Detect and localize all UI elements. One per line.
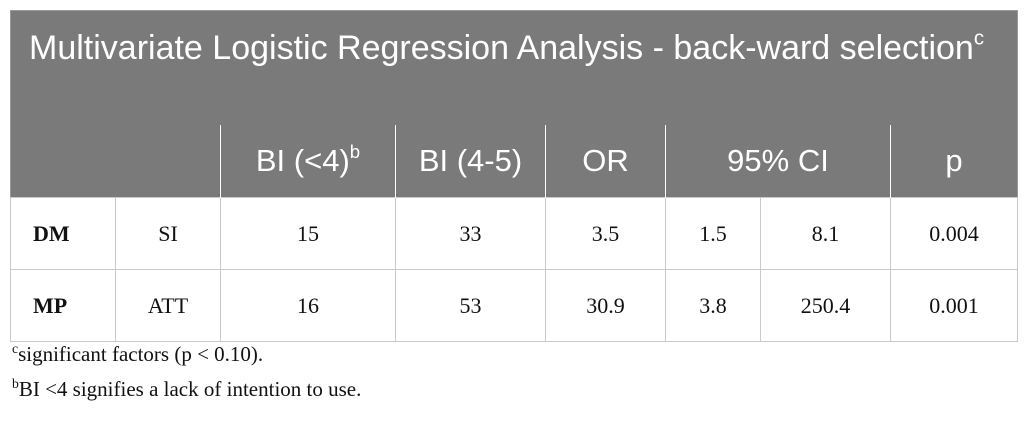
cell: 3.5 [545, 197, 666, 270]
table-title: Multivariate Logistic Regression Analysi… [10, 10, 1018, 125]
title-text: Multivariate Logistic Regression Analysi… [29, 29, 974, 67]
cell: 0.001 [889, 269, 1019, 342]
title-note: c [973, 27, 985, 50]
footnote-text: significant factors (p < 0.10). [18, 342, 264, 366]
header-note: b [349, 140, 361, 162]
results-table: Multivariate Logistic Regression Analysi… [10, 10, 1019, 342]
title-row: Multivariate Logistic Regression Analysi… [10, 10, 1018, 125]
header-empty [10, 125, 221, 198]
footnote-mark: c [12, 340, 19, 356]
cell: ATT [115, 269, 221, 342]
header-cell: OR [545, 125, 666, 198]
footnote-text: BI <4 signifies a lack of intention to u… [18, 377, 362, 401]
row-label: MP [10, 269, 116, 342]
cell: 1.5 [665, 197, 761, 270]
footnote: csignificant factors (p < 0.10). [12, 340, 264, 367]
table-body: DM SI 15 33 3.5 1.5 8.1 0.004 MP ATT 16 53 30.9 3.8 25… [10, 197, 1019, 342]
cell: 33 [395, 197, 546, 270]
cell: 3.8 [665, 269, 761, 342]
cell: SI [115, 197, 221, 270]
header-cell: 95% CI [665, 125, 891, 198]
header-cell: BI (<4)b [220, 125, 396, 198]
header-row: BI (<4)b BI (4-5) OR 95% CI p [10, 125, 1018, 198]
row-label: DM [10, 197, 116, 270]
cell: 30.9 [545, 269, 666, 342]
cell: 53 [395, 269, 546, 342]
header-cell: BI (4-5) [395, 125, 546, 198]
cell: 250.4 [760, 269, 891, 342]
header-text: BI (<4) [255, 143, 350, 178]
data-row: DM SI 15 33 3.5 1.5 8.1 0.004 [10, 197, 1019, 270]
footnote: bBI <4 signifies a lack of intention to … [12, 375, 362, 402]
cell: 15 [220, 197, 396, 270]
cell: 0.004 [889, 197, 1019, 270]
header-cell: p [889, 125, 1018, 198]
cell: 8.1 [760, 197, 891, 270]
cell: 16 [220, 269, 396, 342]
data-row: MP ATT 16 53 30.9 3.8 250.4 0.001 [10, 269, 1019, 342]
footnote-mark: b [12, 375, 19, 391]
